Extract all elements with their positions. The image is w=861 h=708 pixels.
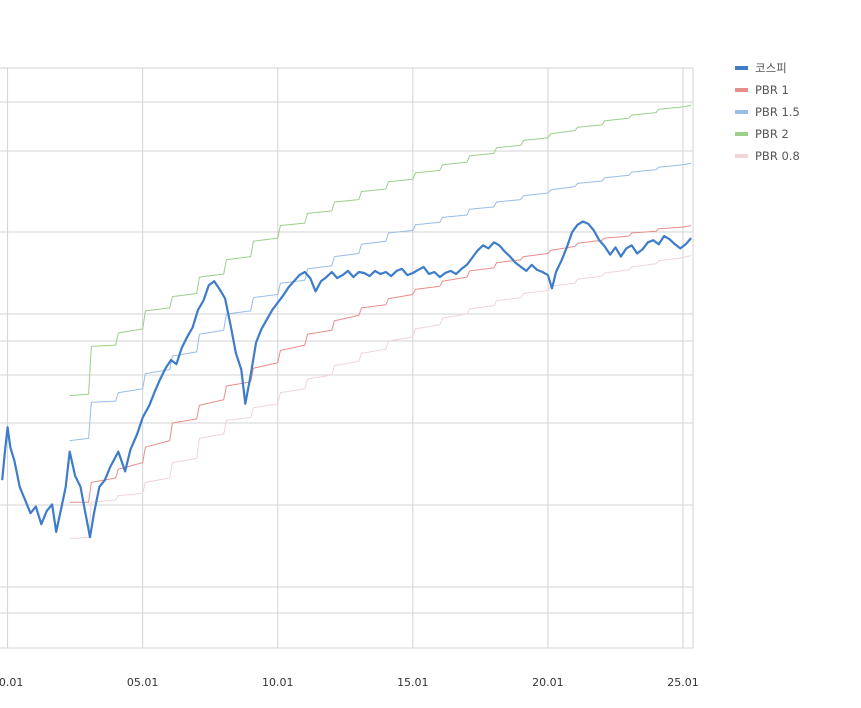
x-tick-label: 05.01 [127, 676, 159, 689]
series-line-pbr-1 [69, 225, 692, 503]
legend-label: PBR 1.5 [755, 105, 800, 119]
x-tick-label: 10.01 [262, 676, 294, 689]
grid [0, 67, 694, 649]
legend-label: 코스피 [755, 61, 787, 75]
x-tick-label: 20.01 [532, 676, 564, 689]
x-tick-label: 25.01 [667, 676, 699, 689]
series-line-pbr-1.5 [69, 162, 692, 442]
x-axis: 00.01 05.01 10.01 15.01 20.01 25.01 [0, 676, 699, 689]
legend-swatch [735, 88, 748, 92]
series-line-pbr-2 [69, 104, 692, 397]
legend-swatch [735, 154, 748, 158]
legend[interactable]: 코스피 PBR 1 PBR 1.5 PBR 2 PBR 0.8 [735, 61, 800, 163]
series-line-코스피 [1, 220, 692, 539]
legend-label: PBR 1 [755, 83, 789, 97]
x-tick-label: 15.01 [397, 676, 429, 689]
legend-swatch [735, 132, 748, 136]
legend-swatch [735, 110, 748, 114]
legend-swatch [735, 66, 748, 70]
series-layer [1, 104, 692, 540]
series-line-pbr-0.8 [69, 255, 692, 540]
x-tick-label: 00.01 [0, 676, 23, 689]
legend-label: PBR 0.8 [755, 149, 800, 163]
legend-label: PBR 2 [755, 127, 789, 141]
